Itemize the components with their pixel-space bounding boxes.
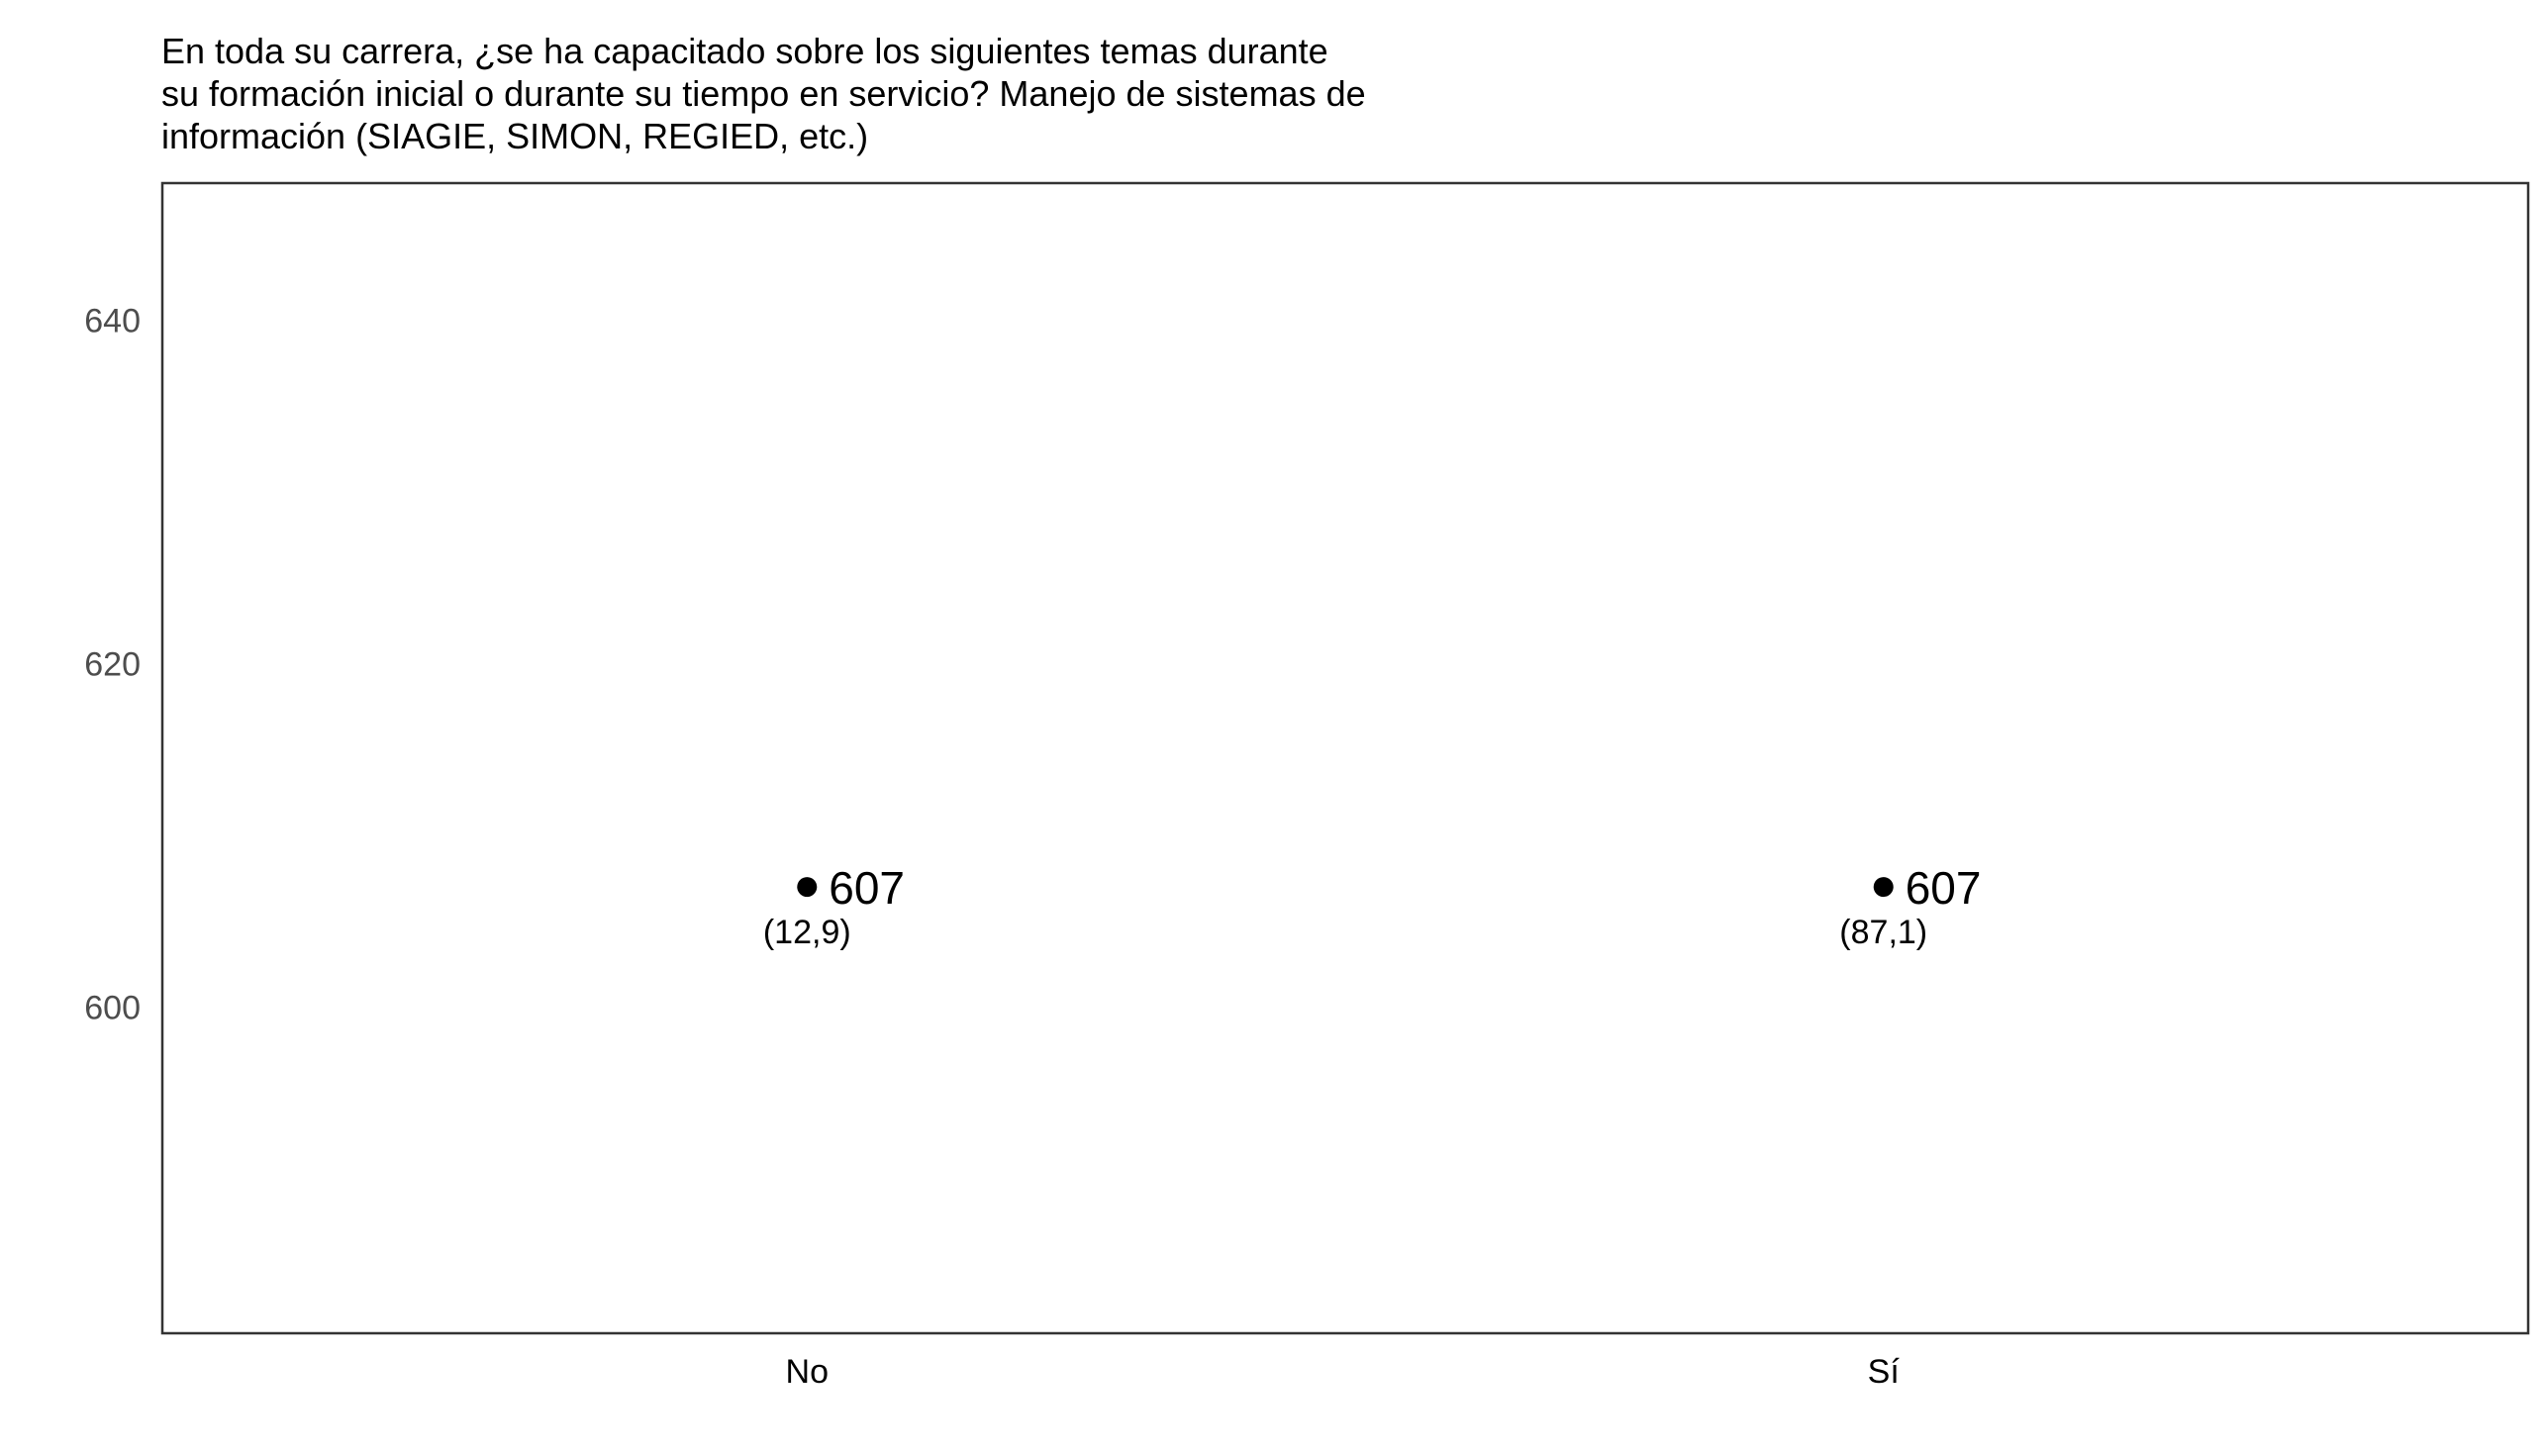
data-percent-label: (87,1) [1839, 914, 1927, 951]
chart-title-line-1: En toda su carrera, ¿se ha capacitado so… [161, 31, 1328, 71]
plot-panel-frame [160, 181, 2530, 1335]
x-tick-label: No [786, 1353, 829, 1391]
data-value-label: 607 [829, 862, 905, 914]
data-percent-label: (12,9) [763, 914, 851, 951]
y-tick-label: 640 [84, 303, 141, 340]
data-point [1873, 877, 1894, 898]
chart-title: En toda su carrera, ¿se ha capacitado so… [161, 31, 1366, 156]
chart-title-line-2: su formación inicial o durante su tiempo… [161, 73, 1366, 114]
data-value-label: 607 [1906, 862, 1982, 914]
data-layer: 607(12,9)607(87,1) [763, 862, 1982, 951]
chart-title-line-3: información (SIAGIE, SIMON, REGIED, etc.… [161, 116, 868, 156]
y-tick-label: 620 [84, 646, 141, 684]
x-axis: No Sí [786, 1353, 1901, 1391]
x-tick-label: Sí [1868, 1353, 1901, 1391]
y-tick-label: 600 [84, 989, 141, 1026]
data-point [797, 877, 818, 898]
y-axis: 600 620 640 [84, 303, 141, 1027]
